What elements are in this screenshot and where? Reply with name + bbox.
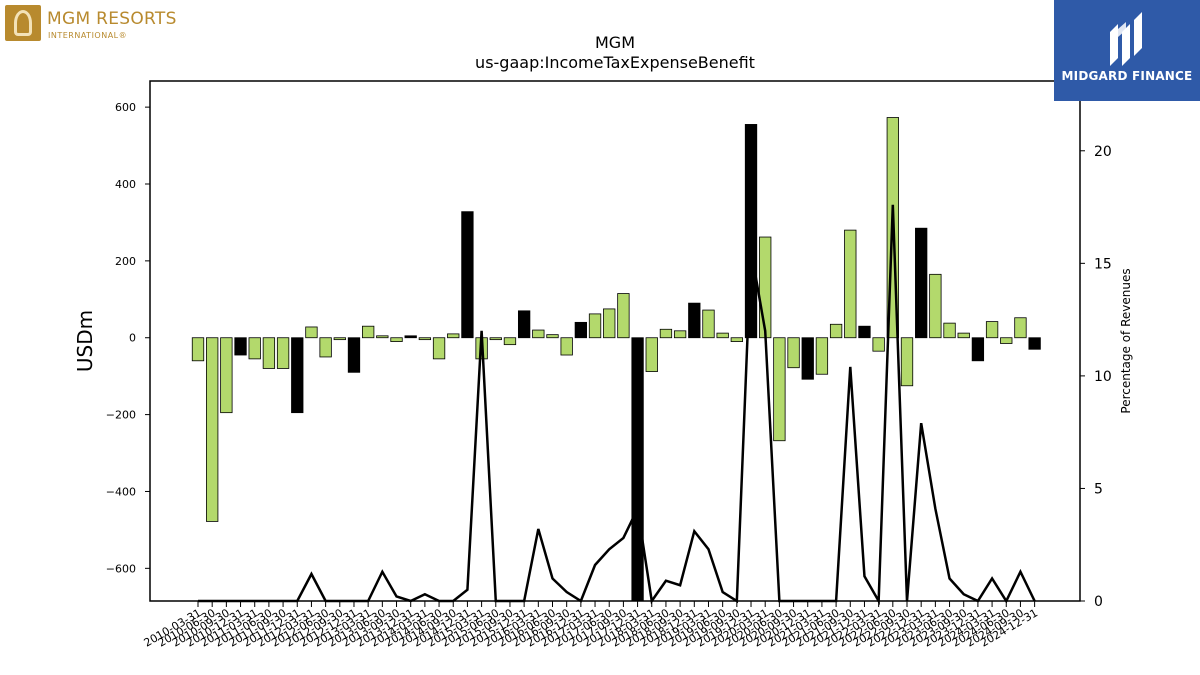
chart-subtitle: us-gaap:IncomeTaxExpenseBenefit: [475, 53, 755, 72]
bar-2022-03-31: [872, 337, 885, 352]
bar-2015-09-30: [503, 337, 517, 346]
bar-2020-12-31: [801, 337, 814, 380]
y-tick-label: −200: [106, 409, 136, 422]
bar-2011-03-31: [248, 337, 261, 360]
bar-2017-09-30: [617, 293, 630, 339]
y-tick-label: 600: [115, 101, 136, 114]
y-tick-label: 400: [115, 178, 136, 191]
bar-2011-09-30: [276, 337, 290, 369]
bar-2015-06-30: [489, 337, 502, 341]
bar-2017-12-31: [631, 337, 644, 602]
bar-2019-09-30: [730, 337, 743, 342]
bar-2010-12-31: [234, 337, 247, 356]
bar-2011-06-30: [262, 337, 276, 369]
bar-2022-12-31: [915, 227, 928, 339]
bar-2018-03-31: [645, 337, 658, 372]
bar-2023-03-31: [929, 273, 942, 339]
bar-2020-03-31: [759, 236, 772, 339]
bar-2012-03-31: [305, 326, 318, 339]
mgm-logo: MGM RESORTS INTERNATIONAL®: [5, 5, 195, 41]
y2-tick-label: 10: [1094, 369, 1112, 385]
bar-2010-03-31: [191, 337, 205, 362]
y2-tick-label: 20: [1094, 144, 1112, 160]
midgard-logo: MIDGARD FINANCE: [1054, 0, 1200, 101]
bar-2018-06-30: [659, 328, 673, 339]
x-axis: 2010-03-312010-06-302010-09-302010-12-31…: [142, 601, 1040, 650]
bar-2019-12-31: [744, 124, 758, 339]
bar-2019-03-31: [702, 309, 715, 339]
bar-2024-06-30: [1000, 337, 1013, 344]
bar-2016-06-30: [546, 334, 559, 339]
bar-2012-09-30: [333, 337, 346, 341]
lion-icon: [5, 5, 41, 41]
bar-2019-06-30: [716, 332, 729, 339]
bar-2014-06-30: [432, 337, 446, 360]
y2-axis-label: Percentage of Revenues: [1119, 268, 1133, 413]
bar-2013-12-31: [404, 335, 417, 339]
y2-tick-label: 5: [1094, 481, 1103, 497]
bar-2021-12-31: [858, 325, 871, 339]
bar-2018-09-30: [673, 330, 687, 339]
bar-2010-06-30: [206, 337, 219, 522]
bar-2016-12-31: [574, 321, 588, 339]
bar-2014-09-30: [447, 333, 460, 339]
bar-2022-09-30: [900, 337, 914, 387]
midgard-m-icon: [1110, 12, 1142, 66]
bar-2017-03-31: [588, 313, 602, 339]
bar-2014-03-31: [418, 337, 432, 341]
y-tick-label: 200: [115, 255, 136, 268]
bar-2024-12-31: [1028, 337, 1041, 350]
bar-2020-09-30: [787, 337, 800, 369]
bar-2020-06-30: [773, 337, 786, 442]
y-tick-label: −600: [106, 562, 136, 575]
y2-tick-label: 15: [1094, 256, 1112, 272]
mgm-logo-sub: INTERNATIONAL®: [48, 31, 128, 40]
bar-2011-12-31: [291, 337, 304, 414]
bar-2021-06-30: [829, 323, 843, 339]
bar-2012-12-31: [347, 337, 361, 373]
bar-2018-12-31: [688, 302, 701, 339]
y-axis-label: USDm: [73, 310, 97, 372]
bar-2013-09-30: [390, 337, 403, 342]
bar-2023-12-31: [971, 337, 985, 362]
left-axis: −600 −400 −200 0 200 400 600: [106, 101, 150, 575]
chart-title: MGM: [595, 33, 635, 52]
y-tick-label: 0: [129, 332, 136, 345]
bar-2016-09-30: [560, 337, 573, 356]
bar-2012-06-30: [319, 337, 332, 358]
bar-2017-06-30: [603, 308, 616, 339]
midgard-logo-name: MIDGARD FINANCE: [1061, 69, 1193, 83]
bar-2023-06-30: [943, 322, 956, 339]
right-axis: 0 5 10 15 20: [1080, 144, 1112, 610]
bar-2013-06-30: [376, 335, 389, 339]
y-tick-label: −400: [106, 485, 136, 498]
y2-tick-label: 0: [1094, 594, 1103, 610]
bar-2023-09-30: [957, 332, 970, 339]
percentage-line: [198, 204, 1036, 606]
bar-2013-03-31: [362, 325, 375, 339]
plot-frame: [149, 80, 1081, 602]
bar-2010-09-30: [220, 337, 233, 414]
bar-2014-12-31: [461, 211, 474, 339]
bar-2021-03-31: [815, 337, 829, 375]
bar-2021-09-30: [844, 229, 857, 339]
bar-2015-12-31: [517, 310, 531, 339]
mgm-logo-name: MGM RESORTS: [47, 9, 177, 29]
bar-2024-09-30: [1014, 317, 1027, 339]
bar-2016-03-31: [532, 329, 545, 339]
bar-2024-03-31: [985, 321, 999, 339]
